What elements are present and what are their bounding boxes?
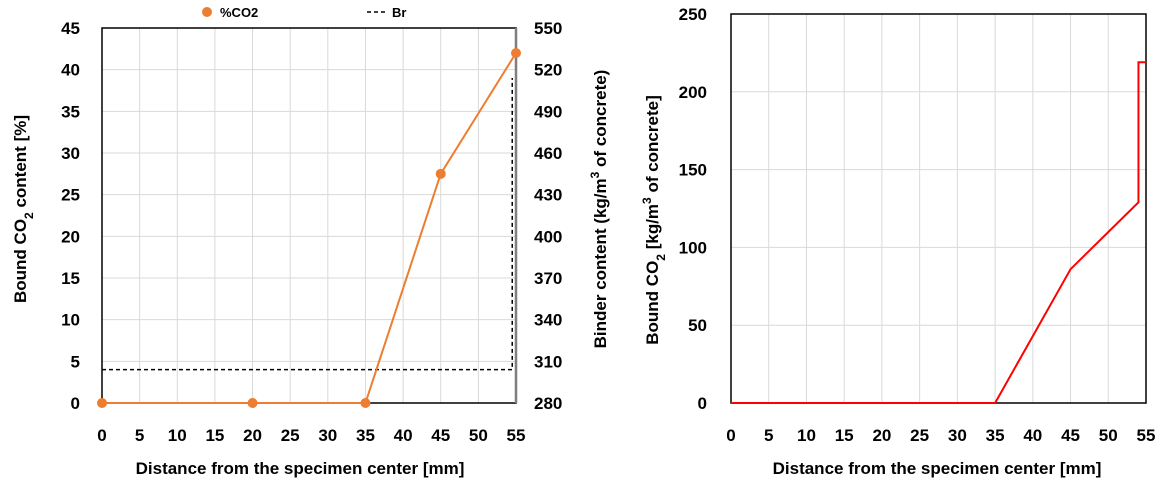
left-chart-plot-area bbox=[101, 27, 517, 404]
y2-tick-label: 400 bbox=[534, 227, 562, 246]
left-chart-x-tick-labels: 0 5 10 15 20 25 30 35 40 45 50 55 bbox=[97, 426, 525, 445]
x-tick-label: 15 bbox=[205, 426, 224, 445]
y-tick-label: 0 bbox=[698, 394, 707, 413]
right-chart-x-axis-title: Distance from the specimen center [mm] bbox=[773, 459, 1102, 478]
right-chart-plot-area bbox=[730, 13, 1147, 404]
y2-tick-label: 280 bbox=[534, 394, 562, 413]
x-tick-label: 35 bbox=[986, 426, 1005, 445]
left-chart-x-axis-title: Distance from the specimen center [mm] bbox=[136, 459, 465, 478]
x-tick-label: 35 bbox=[356, 426, 375, 445]
x-tick-label: 10 bbox=[797, 426, 816, 445]
x-tick-label: 15 bbox=[835, 426, 854, 445]
y-tick-label: 10 bbox=[61, 311, 80, 330]
y-tick-label: 30 bbox=[61, 144, 80, 163]
y-tick-label: 50 bbox=[688, 316, 707, 335]
y-tick-label: 0 bbox=[71, 394, 80, 413]
y-tick-label: 150 bbox=[679, 161, 707, 180]
left-chart-y2-tick-labels: 280 310 340 370 400 430 460 490 520 550 bbox=[534, 19, 562, 413]
x-tick-label: 40 bbox=[1023, 426, 1042, 445]
right-chart-series bbox=[731, 61, 1146, 404]
y2-tick-label: 310 bbox=[534, 352, 562, 371]
left-chart-y2-axis-title: Binder content (kg/m3 of concrete) bbox=[588, 70, 610, 349]
data-point-co2 bbox=[511, 48, 521, 58]
data-point-co2 bbox=[247, 398, 258, 408]
y2-tick-label: 370 bbox=[534, 269, 562, 288]
y-tick-label: 45 bbox=[61, 19, 80, 38]
y2-tick-label: 460 bbox=[534, 144, 562, 163]
x-tick-label: 50 bbox=[469, 426, 488, 445]
y2-tick-label: 520 bbox=[534, 61, 562, 80]
y-tick-label: 5 bbox=[71, 352, 80, 371]
y-tick-label: 15 bbox=[61, 269, 80, 288]
series-line-bound-co2 bbox=[731, 61, 1146, 404]
x-tick-label: 45 bbox=[431, 426, 450, 445]
y-tick-label: 35 bbox=[61, 102, 80, 121]
left-chart-grid bbox=[101, 27, 517, 404]
series-line-co2 bbox=[102, 52, 517, 404]
right-chart-y-tick-labels: 0 50 100 150 200 250 bbox=[679, 5, 707, 413]
x-tick-label: 5 bbox=[135, 426, 144, 445]
x-tick-label: 50 bbox=[1099, 426, 1118, 445]
carbonation-binder-chart: 0 5 10 15 20 25 30 35 40 45 50 55 0 5 10 15 20 25 30 35 40 4… bbox=[11, 5, 610, 478]
series-line-br bbox=[102, 78, 513, 371]
left-chart-y-tick-labels: 0 5 10 15 20 25 30 35 40 45 bbox=[61, 19, 80, 413]
y2-tick-label: 490 bbox=[534, 102, 562, 121]
legend-marker-co2 bbox=[202, 7, 212, 17]
x-tick-label: 0 bbox=[726, 426, 735, 445]
x-tick-label: 10 bbox=[168, 426, 187, 445]
y-tick-label: 250 bbox=[679, 5, 707, 24]
x-tick-label: 45 bbox=[1061, 426, 1080, 445]
x-tick-label: 5 bbox=[764, 426, 773, 445]
y2-tick-label: 550 bbox=[534, 19, 562, 38]
x-tick-label: 55 bbox=[507, 426, 526, 445]
data-point-co2 bbox=[97, 398, 107, 408]
x-tick-label: 40 bbox=[394, 426, 413, 445]
data-point-co2 bbox=[360, 398, 371, 408]
x-tick-label: 20 bbox=[872, 426, 891, 445]
y2-tick-label: 340 bbox=[534, 311, 562, 330]
left-chart-y-axis-title: Bound CO2 content [%] bbox=[11, 115, 36, 303]
y-tick-label: 25 bbox=[61, 186, 80, 205]
legend-label-co2: %CO2 bbox=[220, 5, 258, 20]
x-tick-label: 20 bbox=[243, 426, 262, 445]
left-chart-legend: %CO2 Br bbox=[202, 5, 406, 20]
y-tick-label: 200 bbox=[679, 83, 707, 102]
left-chart-series bbox=[97, 48, 521, 408]
data-point-co2 bbox=[435, 168, 446, 179]
x-tick-label: 25 bbox=[281, 426, 300, 445]
right-chart-grid bbox=[730, 13, 1147, 404]
x-tick-label: 25 bbox=[910, 426, 929, 445]
x-tick-label: 55 bbox=[1137, 426, 1156, 445]
right-chart-y-axis-title: Bound CO2 [kg/m3 of concrete] bbox=[640, 95, 668, 345]
x-tick-label: 30 bbox=[948, 426, 967, 445]
x-tick-label: 30 bbox=[318, 426, 337, 445]
x-tick-label: 0 bbox=[97, 426, 106, 445]
y2-tick-label: 430 bbox=[534, 186, 562, 205]
legend-label-br: Br bbox=[392, 5, 406, 20]
right-chart-x-tick-labels: 0 5 10 15 20 25 30 35 40 45 50 55 bbox=[726, 426, 1155, 445]
bound-co2-chart: 0 5 10 15 20 25 30 35 40 45 50 55 0 50 100 150 200 250 D… bbox=[640, 5, 1155, 478]
y-tick-label: 40 bbox=[61, 61, 80, 80]
y-tick-label: 100 bbox=[679, 238, 707, 257]
y-tick-label: 20 bbox=[61, 227, 80, 246]
